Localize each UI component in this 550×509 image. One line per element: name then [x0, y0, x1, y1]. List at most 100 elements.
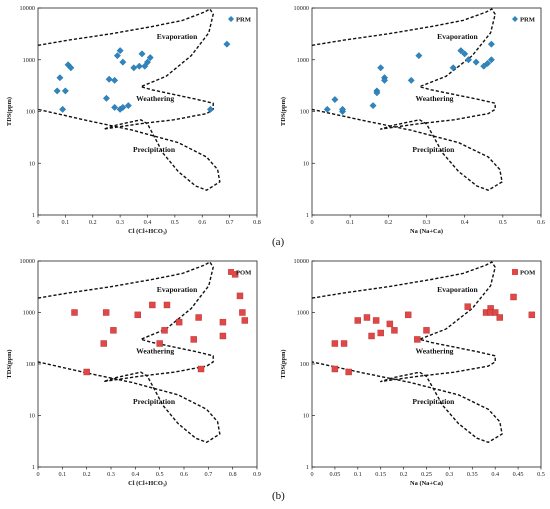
y-tick-label: 100 [300, 109, 309, 116]
data-point [67, 64, 75, 72]
data-point [465, 56, 472, 64]
x-tick-label: 0 [36, 219, 39, 226]
y-tick-label: 10000 [294, 258, 309, 265]
data-point [492, 309, 499, 316]
plot-frame [37, 7, 258, 216]
data-point [219, 318, 227, 326]
data-point [61, 87, 69, 95]
chart-pd: 1 10 100 1000 10000 0 0.05 0.1 0.15 0.2 0.25 0.3 0.3… [280, 258, 545, 487]
x-tick-label: 0 [310, 471, 313, 478]
gibbs-boundary [37, 8, 221, 191]
region-label-precipitation: Precipitation [412, 145, 455, 154]
y-tick-label: 1 [32, 212, 35, 219]
region-label-precipitation: Precipitation [133, 397, 176, 406]
y-axis-label: TDS(ppm) [280, 97, 287, 126]
y-tick-label: 10000 [20, 5, 35, 12]
data-point [113, 52, 121, 60]
data-point [135, 62, 143, 70]
x-tick-label: 0.3 [423, 219, 431, 226]
y-tick-label: 100 [300, 361, 309, 368]
y-tick-label: 1 [306, 464, 309, 471]
y-tick-label: 10 [303, 413, 309, 420]
x-axis-label: Na (Na+Ca) [410, 480, 443, 487]
data-point [156, 340, 163, 347]
legend-label: POM [236, 269, 252, 276]
chart-pa: 1 10 100 1000 10000 0 0.1 0.2 0.3 0.4 0.5 0.6 0.7 0.8… [6, 5, 261, 235]
data-point [146, 54, 154, 62]
y-axis-label: TDS(ppm) [6, 349, 13, 378]
gibbs-boundary [37, 261, 221, 443]
x-tick-label: 0.2 [384, 219, 392, 226]
y-tick-label: 10 [29, 160, 35, 167]
data-point [138, 50, 146, 58]
y-tick-label: 1000 [23, 57, 35, 64]
data-point [461, 50, 469, 58]
data-point [363, 314, 371, 321]
x-tick-label: 0.25 [421, 471, 432, 478]
data-point [190, 336, 197, 343]
data-point [339, 105, 347, 113]
region-label-evaporation: Evaporation [157, 32, 198, 41]
y-tick-label: 10 [29, 413, 35, 420]
x-tick-label: 0.7 [204, 471, 212, 478]
y-tick-label: 1000 [297, 310, 309, 317]
region-label-precipitation: Precipitation [412, 397, 455, 406]
data-point [116, 47, 124, 55]
data-point [102, 94, 110, 102]
x-tick-label: 0.1 [346, 219, 354, 226]
x-axis-label: Na (Na+Ca) [410, 228, 443, 235]
data-point [377, 64, 385, 72]
data-point [149, 301, 156, 309]
data-point [386, 320, 394, 328]
gibbs-boundary [311, 261, 503, 443]
data-point [111, 103, 119, 111]
x-tick-label: 0.6 [180, 471, 188, 478]
data-point [141, 62, 149, 70]
y-axis-label: TDS(ppm) [280, 349, 287, 378]
data-point [134, 311, 141, 319]
data-point [241, 317, 249, 324]
data-point [354, 317, 361, 324]
x-tick-label: 0.8 [253, 219, 261, 226]
data-point [100, 340, 107, 347]
data-point [102, 309, 110, 316]
data-point [124, 102, 132, 110]
panel-label-b: (b) [272, 490, 285, 502]
y-tick-label: 1 [306, 212, 309, 219]
x-tick-label: 0.5 [499, 219, 507, 226]
data-point [331, 96, 339, 104]
x-axis-label: Cl (Cl+HCO₃) [128, 480, 167, 487]
x-tick-label: 0.4 [461, 219, 469, 226]
chart-pb: 1 10 100 1000 10000 0 0.1 0.2 0.3 0.4 0.5 0.6 Na (Na… [280, 5, 545, 235]
x-tick-label: 0.1 [58, 471, 66, 478]
data-point [163, 301, 171, 309]
y-axis-label: TDS(ppm) [6, 97, 13, 126]
data-point [423, 327, 430, 334]
data-point [71, 309, 78, 316]
region-label-weathering: Weathering [136, 347, 174, 356]
data-point [510, 293, 517, 301]
chart-pc: 1 10 100 1000 10000 0 0.1 0.2 0.3 0.4 0.5 0.6 0.7 0.8… [6, 258, 261, 487]
data-point [119, 103, 127, 111]
data-point [219, 332, 227, 340]
x-tick-label: 0.4 [131, 471, 139, 478]
data-point [56, 74, 64, 82]
plot-frame [311, 7, 542, 216]
data-point [404, 311, 412, 319]
panel-label-a: (a) [272, 236, 285, 248]
data-point [528, 311, 536, 319]
data-point [449, 64, 457, 72]
data-point [377, 329, 384, 337]
data-point [197, 365, 205, 373]
data-point [144, 58, 151, 66]
data-point [53, 87, 61, 95]
x-tick-label: 0.5 [156, 471, 164, 478]
x-tick-label: 0.7 [226, 219, 234, 226]
legend-marker [512, 16, 518, 22]
data-point [195, 314, 202, 321]
region-label-evaporation: Evaporation [437, 285, 478, 294]
data-point [111, 76, 119, 84]
x-tick-label: 0.9 [253, 471, 261, 478]
x-tick-label: 0.15 [375, 471, 386, 478]
